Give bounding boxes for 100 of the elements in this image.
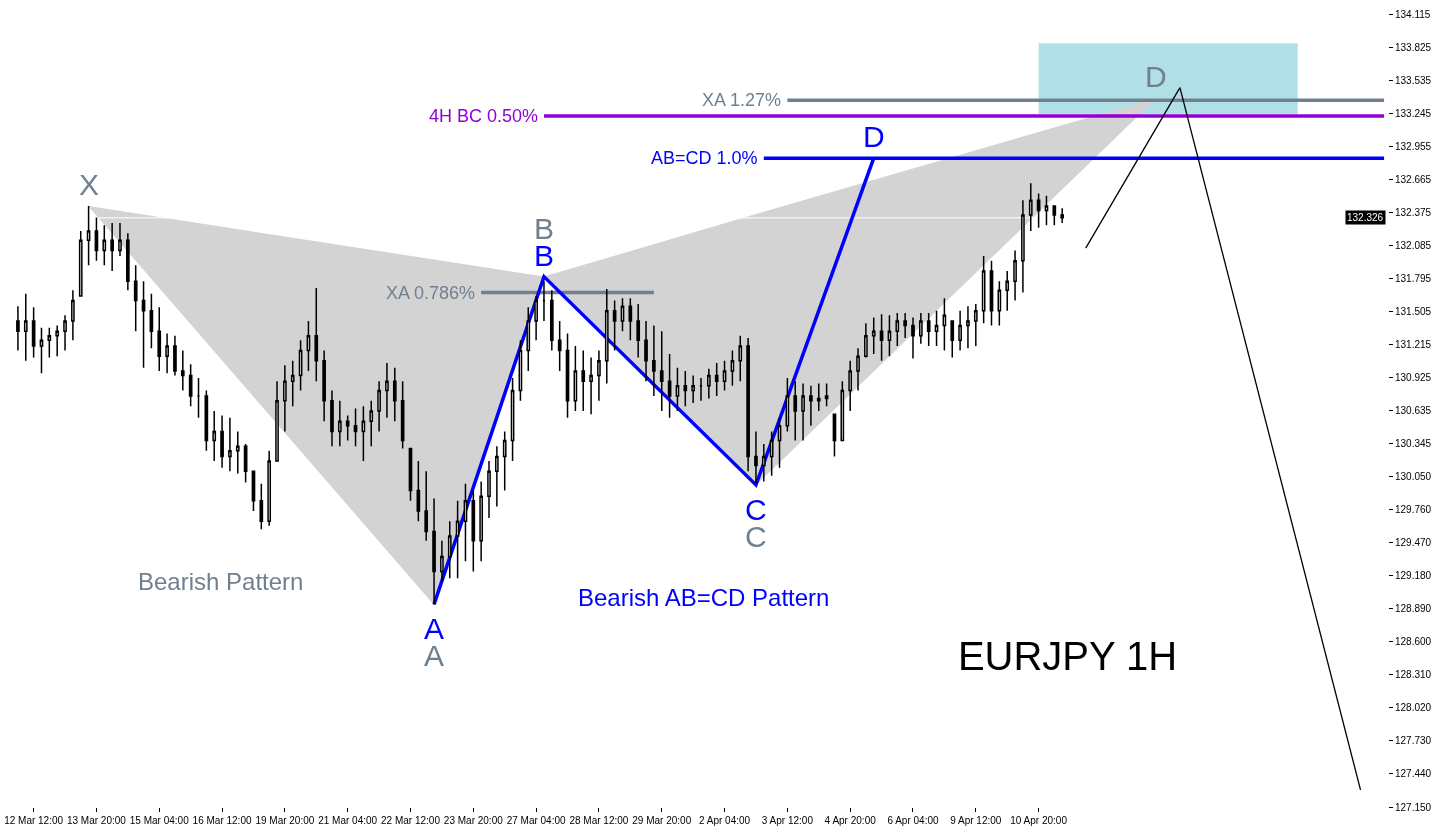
- candlestick: [283, 364, 287, 433]
- candlestick: [1005, 270, 1010, 312]
- x-tick-label: 21 Mar 04:00: [318, 815, 378, 826]
- candlestick: [471, 489, 476, 573]
- x-tick-label: 29 Mar 20:00: [632, 815, 692, 826]
- text: EURJPY 1H: [957, 633, 1178, 678]
- candlestick: [432, 497, 436, 606]
- x-tick-label: 19 Mar 20:00: [255, 815, 315, 826]
- candlestick: [918, 312, 923, 345]
- candlestick: [39, 327, 44, 375]
- candlestick: [911, 316, 915, 360]
- candlestick: [604, 288, 609, 385]
- candlestick: [220, 414, 224, 469]
- candlestick: [809, 385, 813, 427]
- candlestick: [479, 480, 484, 562]
- candlestick: [314, 287, 319, 383]
- candlestick: [463, 482, 468, 562]
- candlestick: [180, 349, 185, 392]
- data-label: D: [1145, 60, 1167, 93]
- candlestick: [628, 297, 633, 342]
- candlestick: [23, 292, 28, 362]
- y-tick-label: 130.635: [1395, 404, 1432, 416]
- y-tick-label: 130.345: [1395, 437, 1432, 449]
- candlestick: [228, 416, 232, 472]
- y-tick-label: 132.955: [1395, 140, 1432, 152]
- candlestick: [71, 289, 75, 342]
- candlestick: [1060, 207, 1065, 224]
- candlestick: [31, 306, 36, 359]
- candlestick: [369, 399, 374, 447]
- candlestick: [683, 370, 688, 408]
- candlestick: [573, 345, 578, 412]
- candlestick: [856, 347, 860, 392]
- candlestick: [377, 380, 381, 433]
- candlestick: [730, 349, 735, 387]
- series-label: 4H BC 0.50%: [429, 106, 539, 126]
- candlestick: [840, 380, 845, 442]
- candlestick: [133, 264, 138, 332]
- candlestick: [816, 382, 821, 412]
- candlestick: [416, 460, 421, 523]
- candlestick: [188, 363, 193, 408]
- candlestick: [675, 366, 680, 412]
- candlestick: [306, 320, 311, 372]
- candlestick: [824, 382, 829, 408]
- candlestick: [879, 313, 884, 362]
- candlestick: [235, 430, 240, 475]
- candlestick: [534, 295, 538, 342]
- candlestick: [78, 230, 83, 297]
- data-label: D: [863, 120, 885, 153]
- y-tick-label: 127.730: [1395, 735, 1432, 747]
- y-tick-label: 133.825: [1395, 41, 1432, 53]
- y-tick-label: 134.115: [1395, 8, 1431, 20]
- candlestick: [526, 306, 531, 372]
- candlestick: [887, 314, 892, 358]
- candlestick: [141, 280, 146, 369]
- series-label: XA 1.27%: [702, 90, 782, 110]
- candlestick: [981, 255, 986, 325]
- candlestick: [16, 305, 20, 352]
- candlestick: [165, 332, 169, 375]
- y-tick-label: 130.050: [1395, 471, 1432, 483]
- x-tick-label: 3 Apr 12:00: [761, 815, 814, 826]
- candlestick: [1052, 205, 1057, 227]
- candlestick: [495, 445, 499, 508]
- candlestick: [973, 303, 978, 347]
- candlestick: [926, 312, 931, 347]
- y-tick-label: 131.505: [1395, 305, 1432, 317]
- candlestick: [447, 520, 452, 579]
- y-tick-label: 132.375: [1395, 206, 1432, 218]
- candlestick: [63, 314, 67, 352]
- candlestick: [290, 360, 295, 408]
- candlestick: [652, 324, 656, 397]
- candlestick: [337, 399, 342, 447]
- candlestick: [322, 349, 326, 422]
- y-tick-label: 133.535: [1395, 74, 1432, 86]
- candlestick: [793, 380, 798, 442]
- x-tick-label: 22 Mar 12:00: [381, 815, 441, 826]
- candlestick: [118, 222, 122, 257]
- series-label: XA 0.786%: [386, 283, 476, 303]
- candlestick: [330, 389, 334, 447]
- x-tick-label: 28 Mar 12:00: [569, 815, 629, 826]
- candlestick: [746, 337, 750, 472]
- candlestick: [47, 327, 52, 359]
- candlestick: [549, 289, 554, 352]
- y-tick-label: 128.600: [1395, 636, 1432, 648]
- candlestick: [754, 430, 758, 485]
- candlestick: [769, 430, 774, 477]
- candlestick: [597, 349, 601, 402]
- x-tick-label: 27 Mar 04:00: [506, 815, 567, 826]
- candlestick: [55, 324, 60, 358]
- candlestick: [895, 312, 900, 347]
- candlestick: [126, 232, 130, 291]
- candlestick: [173, 335, 177, 377]
- y-tick-label: 128.890: [1395, 603, 1432, 615]
- candlestick: [1036, 192, 1041, 229]
- candlestick: [612, 299, 617, 352]
- candlestick: [267, 449, 272, 527]
- candlestick: [636, 303, 641, 359]
- candlestick: [110, 222, 114, 272]
- candlestick: [440, 539, 444, 583]
- y-tick-label: 129.180: [1395, 570, 1432, 582]
- candlestick: [659, 330, 664, 412]
